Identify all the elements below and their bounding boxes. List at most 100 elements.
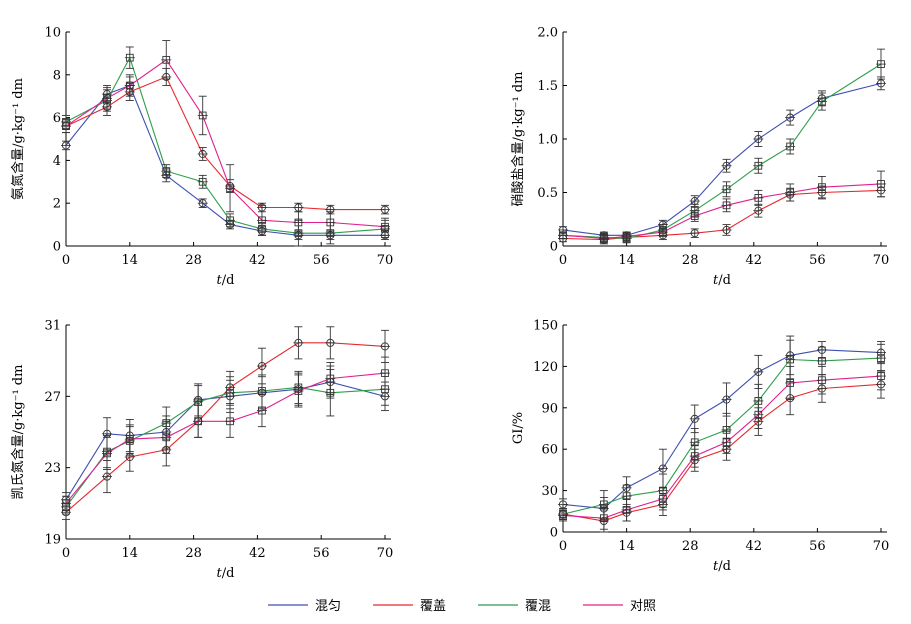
- y-tick-label: 0: [53, 240, 61, 255]
- x-tick-label: 42: [746, 253, 763, 268]
- x-axis-label-unit: /d: [718, 559, 731, 574]
- x-axis-label-unit: /d: [222, 566, 235, 581]
- x-tick-label: 56: [313, 546, 330, 561]
- legend: 混匀 覆盖 覆混 对照: [268, 599, 656, 614]
- series-对照: [61, 356, 390, 511]
- y-tick-label: 19: [44, 533, 61, 548]
- series-覆混: [558, 339, 886, 521]
- x-axis-label: t/d: [217, 566, 235, 581]
- chart-panel-1: 0 2 4 6 8 10 0 14 28 42 56 70 t/d 氨氮含量/g·kg⁻¹ dm: [10, 26, 393, 289]
- legend-label: 覆混: [525, 599, 551, 614]
- series-line: [562, 183, 882, 240]
- y-tick-label: 150: [533, 319, 558, 334]
- y-tick-label: 23: [44, 461, 61, 476]
- y-axis-label: 凯氏氮含量/g·kg⁻¹ dm: [10, 365, 26, 500]
- series-line: [65, 76, 385, 211]
- legend-item-对照: 对照: [583, 599, 656, 614]
- series-line: [65, 59, 386, 228]
- x-tick-label: 28: [185, 253, 202, 268]
- chart-panel-3: 19 23 27 31 0 14 28 42 56 70 t/d 凯氏氮含量/g·kg⁻¹ dm: [10, 319, 393, 582]
- y-tick-label: 10: [44, 26, 61, 41]
- y-axis-label: GI/%: [511, 412, 526, 444]
- series-line: [562, 63, 882, 240]
- legend-label: 覆盖: [420, 599, 446, 614]
- x-tick-label: 14: [618, 539, 635, 554]
- series-line: [65, 342, 386, 513]
- y-tick-label: 60: [541, 443, 558, 458]
- x-tick-label: 0: [62, 546, 70, 561]
- legend-label: 混匀: [315, 599, 341, 614]
- legend-item-覆盖: 覆盖: [373, 599, 446, 614]
- y-tick-label: 30: [541, 484, 558, 499]
- x-tick-label: 14: [122, 253, 139, 268]
- y-tick-label: 0: [550, 526, 558, 541]
- chart-panel-4: 0 30 60 90 120 150 0 14 28 42 56 70 t/d GI/%: [511, 319, 889, 575]
- x-axis-label: t/d: [713, 559, 731, 574]
- series-line: [562, 349, 882, 510]
- chart-panel-2: 0 0.5 1.0 1.5 2.0 0 14 28 42 56 70 t/d 硝酸盐含量/g·kg⁻¹ …: [510, 26, 889, 289]
- series-line: [65, 56, 386, 234]
- series-line: [562, 375, 882, 519]
- x-axis-label-var: t: [217, 273, 223, 288]
- y-axis-label: 硝酸盐含量/g·kg⁻¹ dm: [510, 72, 526, 207]
- series-line: [562, 383, 882, 522]
- y-tick-label: 0: [550, 240, 558, 255]
- x-tick-label: 56: [313, 253, 330, 268]
- series-混匀: [558, 76, 886, 240]
- x-tick-label: 42: [249, 546, 266, 561]
- x-axis-label-var: t: [713, 273, 719, 288]
- series-覆混: [61, 46, 390, 247]
- y-tick-label: 1.5: [537, 79, 558, 94]
- y-axis-label: 氨氮含量/g·kg⁻¹ dm: [10, 78, 26, 200]
- x-tick-label: 42: [746, 539, 763, 554]
- x-tick-label: 56: [809, 253, 826, 268]
- y-tick-label: 6: [53, 111, 61, 126]
- x-axis-label-unit: /d: [718, 273, 731, 288]
- x-tick-label: 0: [62, 253, 70, 268]
- series-line: [562, 189, 882, 241]
- y-tick-label: 0.5: [537, 186, 558, 201]
- series-对照: [558, 361, 886, 530]
- y-tick-label: 27: [44, 390, 61, 405]
- legend-item-混匀: 混匀: [268, 599, 341, 614]
- x-axis-label: t/d: [217, 273, 235, 288]
- x-tick-label: 70: [873, 539, 890, 554]
- x-tick-label: 70: [873, 253, 890, 268]
- x-tick-label: 70: [377, 253, 394, 268]
- x-tick-label: 14: [618, 253, 635, 268]
- y-tick-label: 90: [541, 401, 558, 416]
- y-tick-label: 4: [53, 154, 61, 169]
- x-tick-label: 0: [559, 539, 567, 554]
- y-tick-label: 2.0: [537, 26, 558, 41]
- x-tick-label: 0: [559, 253, 567, 268]
- y-tick-label: 2: [53, 197, 61, 212]
- x-axis-label-var: t: [217, 566, 223, 581]
- x-tick-label: 28: [682, 539, 699, 554]
- series-line: [65, 386, 386, 508]
- series-line: [65, 381, 386, 501]
- x-tick-label: 28: [682, 253, 699, 268]
- series-覆混: [558, 48, 886, 244]
- y-tick-label: 1.0: [537, 133, 558, 148]
- x-tick-label: 14: [122, 546, 139, 561]
- series-line: [65, 372, 386, 504]
- series-混匀: [558, 335, 886, 521]
- x-axis-label: t/d: [713, 273, 731, 288]
- y-tick-label: 120: [533, 360, 558, 375]
- series-对照: [558, 170, 886, 244]
- x-axis-label-var: t: [713, 559, 719, 574]
- series-对照: [61, 40, 390, 236]
- x-tick-label: 28: [185, 546, 202, 561]
- series-覆盖: [61, 326, 390, 520]
- x-tick-label: 70: [377, 546, 394, 561]
- y-tick-label: 31: [44, 319, 61, 334]
- y-tick-label: 8: [53, 68, 61, 83]
- series-line: [65, 84, 385, 236]
- x-axis-label-unit: /d: [222, 273, 235, 288]
- series-line: [562, 82, 882, 236]
- legend-label: 对照: [630, 599, 656, 614]
- x-tick-label: 42: [249, 253, 266, 268]
- series-line: [562, 357, 882, 515]
